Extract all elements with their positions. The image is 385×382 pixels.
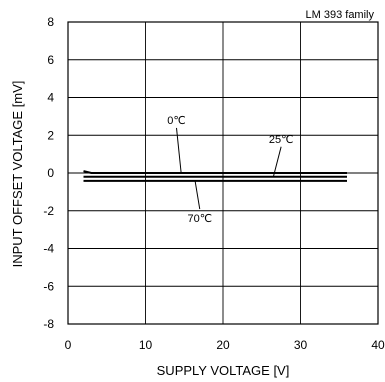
annotation-leader [194,180,201,210]
annotation-label: 0℃ [167,115,185,127]
y-tick-label: -4 [43,242,54,256]
x-tick-labels: 0 10 20 30 40 [65,338,385,352]
y-tick-label: 0 [47,166,54,180]
annotation-label: 25℃ [269,134,294,146]
x-tick-label: 10 [139,338,153,352]
series-line-0 [83,170,347,174]
y-tick-label: -2 [43,204,54,218]
y-tick-label: -6 [43,279,54,293]
x-tick-label: 0 [65,338,72,352]
annotation-leader [176,127,182,174]
plot-frame [67,21,379,325]
y-tick-label: 4 [47,91,54,105]
annotations: 0℃ 25℃ 70℃ [167,115,293,225]
y-axis-label: INPUT OFFSET VOLTAGE [mV] [10,81,25,268]
y-tick-labels: 8 6 4 2 0 -2 -4 -6 -8 [43,15,54,331]
x-tick-label: 20 [216,338,230,352]
x-axis-label: SUPPLY VOLTAGE [V] [157,363,290,378]
annotation-leader [272,146,282,177]
y-tick-label: 6 [47,53,54,67]
family-label: LM 393 family [306,9,375,21]
x-tick-label: 30 [294,338,308,352]
x-tick-label: 40 [371,338,385,352]
y-tick-label: 8 [47,15,54,29]
series-lines [83,170,347,182]
y-tick-label: 2 [47,128,54,142]
y-tick-label: -8 [43,317,54,331]
annotation-label: 70℃ [187,213,212,225]
